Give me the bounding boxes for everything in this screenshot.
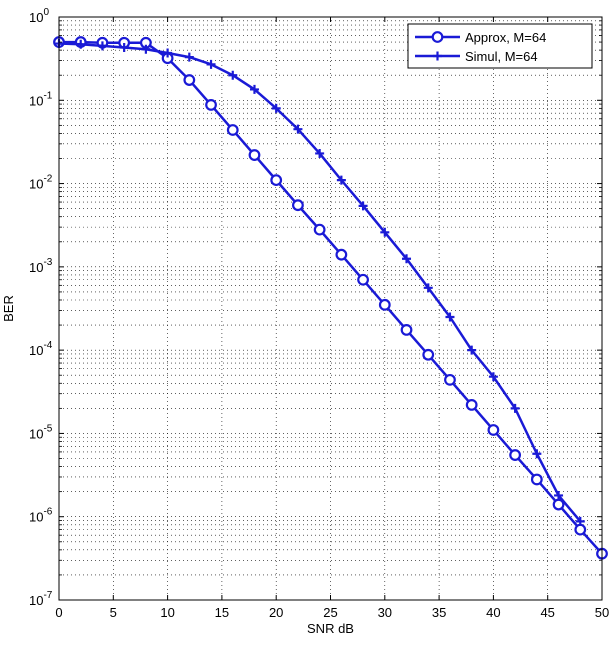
data-point xyxy=(575,516,585,526)
x-tick-label: 25 xyxy=(323,605,337,620)
legend-marker-circle xyxy=(431,31,444,43)
y-tick-exponent: -4 xyxy=(43,340,52,351)
data-point xyxy=(335,248,348,261)
data-point xyxy=(530,473,543,486)
data-point xyxy=(293,124,303,134)
data-point xyxy=(422,348,435,361)
data-point xyxy=(249,84,259,94)
data-point xyxy=(554,490,564,500)
y-tick-exponent: 0 xyxy=(43,7,49,18)
data-point xyxy=(270,174,283,187)
x-axis-label: SNR dB xyxy=(307,621,354,636)
data-point xyxy=(184,52,194,62)
x-tick-label: 0 xyxy=(55,605,62,620)
data-point xyxy=(97,41,107,51)
data-point xyxy=(444,373,456,386)
x-tick-label: 45 xyxy=(540,605,554,620)
y-tick-exponent: -2 xyxy=(43,174,52,185)
y-tick-exponent: -6 xyxy=(43,507,52,518)
y-tick-label: 10-3 xyxy=(29,257,53,275)
x-tick-label: 30 xyxy=(378,605,392,620)
data-point xyxy=(400,324,413,336)
legend-label-approx: Approx, M=64 xyxy=(465,30,546,45)
y-tick-base: 10 xyxy=(29,593,43,608)
data-point xyxy=(574,523,587,536)
legend-label-simul: Simul, M=64 xyxy=(465,49,538,64)
data-point xyxy=(380,227,390,237)
data-point xyxy=(205,99,217,111)
y-tick-exponent: -1 xyxy=(43,90,52,101)
y-tick-base: 10 xyxy=(29,343,43,358)
data-point xyxy=(141,44,151,54)
data-point xyxy=(358,201,368,211)
data-point xyxy=(248,149,261,161)
legend: Approx, M=64 Simul, M=64 xyxy=(407,23,593,69)
data-point xyxy=(378,298,391,311)
data-point xyxy=(163,48,173,58)
y-tick-base: 10 xyxy=(29,510,43,525)
data-point xyxy=(465,399,478,411)
data-point xyxy=(315,148,325,158)
y-tick-exponent: -5 xyxy=(43,423,52,434)
x-tick-label: 10 xyxy=(160,605,174,620)
data-point xyxy=(509,449,522,461)
legend-marker-plus xyxy=(433,51,442,61)
y-tick-label: 100 xyxy=(29,7,49,25)
x-tick-label: 50 xyxy=(595,605,609,620)
y-axis-label: BER xyxy=(1,295,16,322)
x-tick-label: 35 xyxy=(432,605,446,620)
data-point xyxy=(487,424,500,436)
data-point xyxy=(228,70,238,80)
series-layer xyxy=(53,36,608,560)
legend-plus-glyph xyxy=(433,51,442,61)
plot-background xyxy=(59,17,602,600)
grid xyxy=(59,17,602,600)
data-point xyxy=(119,43,129,53)
axis-ticks xyxy=(58,17,603,601)
y-tick-label: 10-4 xyxy=(29,340,53,358)
y-tick-exponent: -7 xyxy=(43,590,52,601)
data-point xyxy=(488,372,498,382)
y-tick-label: 10-6 xyxy=(29,507,53,525)
y-tick-base: 10 xyxy=(29,177,43,192)
series-simul xyxy=(54,39,585,526)
y-tick-label: 10-7 xyxy=(29,590,53,608)
data-point xyxy=(292,199,304,212)
y-tick-base: 10 xyxy=(29,426,43,441)
data-point xyxy=(313,223,326,236)
x-tick-label: 15 xyxy=(215,605,229,620)
x-tick-labels: 0 5 10 15 20 25 30 35 40 45 50 xyxy=(55,605,609,620)
data-point xyxy=(445,312,455,322)
data-point xyxy=(336,175,346,185)
data-point xyxy=(357,273,369,286)
y-tick-base: 10 xyxy=(29,260,43,275)
data-point xyxy=(226,124,239,136)
y-tick-base: 10 xyxy=(29,93,43,108)
y-tick-label: 10-1 xyxy=(29,90,53,108)
y-tick-label: 10-2 xyxy=(29,174,53,192)
x-tick-label: 20 xyxy=(269,605,283,620)
data-point xyxy=(271,103,281,113)
y-tick-label: 10-5 xyxy=(29,423,53,441)
data-point xyxy=(76,39,86,49)
data-point xyxy=(402,254,412,264)
data-point xyxy=(467,345,477,355)
x-tick-label: 5 xyxy=(110,605,117,620)
y-tick-exponent: -3 xyxy=(43,257,52,268)
y-tick-base: 10 xyxy=(29,10,43,25)
data-point xyxy=(206,59,216,69)
data-point xyxy=(423,283,433,293)
x-tick-label: 40 xyxy=(486,605,500,620)
data-point xyxy=(510,403,520,413)
data-point xyxy=(532,449,542,459)
data-point xyxy=(183,74,196,86)
